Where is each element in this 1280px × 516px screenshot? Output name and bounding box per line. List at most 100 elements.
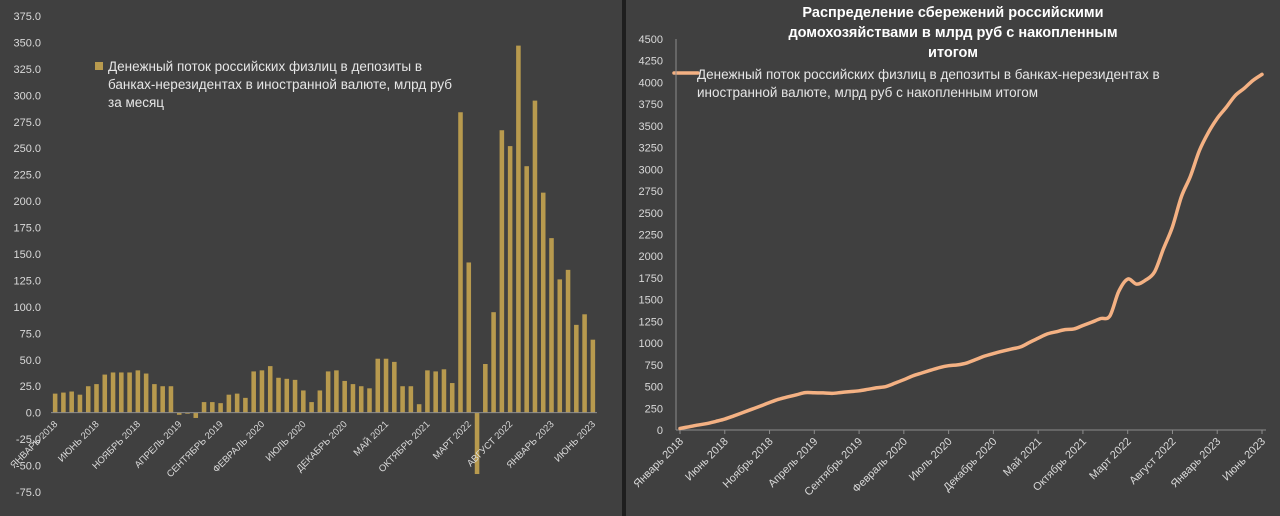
bar	[110, 372, 116, 413]
bar	[301, 390, 306, 413]
y-tick-label: 2250	[639, 230, 663, 242]
y-tick-label: 150.0	[13, 249, 41, 261]
bar-legend-text: Денежный поток российских физлиц в депоз…	[108, 59, 452, 110]
bar	[483, 364, 488, 413]
bar	[383, 358, 389, 413]
y-tick-label: 1750	[639, 273, 663, 285]
x-tick-label: ИЮНЬ 2018	[56, 419, 101, 464]
y-tick-label: 325.0	[13, 64, 41, 76]
bar	[210, 402, 215, 413]
bar	[309, 402, 314, 413]
bar	[160, 386, 165, 413]
bar	[350, 384, 356, 413]
x-tick-label: ИЮНЬ 2023	[553, 419, 598, 464]
y-tick-label: 4500	[639, 34, 663, 46]
y-tick-label: 0	[657, 425, 663, 437]
y-tick-label: 2000	[639, 251, 663, 263]
bar	[102, 374, 108, 413]
bar	[516, 45, 521, 413]
y-tick-label: 100.0	[13, 302, 41, 314]
bar	[85, 386, 91, 413]
y-tick-label: 250.0	[13, 143, 41, 155]
bar	[342, 380, 347, 413]
x-tick-label: МАЙ 2021	[351, 418, 391, 458]
bar	[185, 412, 190, 414]
x-tick-label: Июнь 2023	[1220, 436, 1268, 484]
bar	[557, 279, 563, 413]
bar	[69, 391, 74, 413]
x-tick-label: Январь 2018	[632, 436, 687, 491]
bar	[259, 370, 265, 413]
bar	[565, 269, 571, 413]
bar	[168, 386, 174, 413]
bar	[491, 312, 496, 413]
y-tick-label: 3500	[639, 121, 663, 133]
y-tick-label: 2500	[639, 208, 663, 220]
bar	[143, 373, 149, 413]
y-tick-label: 125.0	[13, 275, 41, 287]
bar-chart: -75.0 -50.0 -25.0 0.0 25.0 50.0 75.0 100.0 125.0…	[8, 11, 598, 499]
bar	[334, 370, 339, 413]
bar-legend-swatch	[95, 62, 103, 70]
y-tick-label: 1000	[639, 338, 663, 350]
bar	[458, 112, 463, 413]
bar	[532, 100, 538, 413]
bar	[119, 372, 124, 413]
bar	[135, 370, 141, 413]
bar	[507, 146, 513, 413]
right-chart-panel: Распределение сбережений российскими дом…	[626, 0, 1280, 516]
series-line	[678, 72, 1264, 431]
y-tick-label: -25.0	[16, 434, 41, 446]
bar	[433, 371, 438, 413]
y-tick-label: 225.0	[13, 170, 41, 182]
y-tick-label: 175.0	[13, 223, 41, 235]
bar	[317, 390, 323, 413]
bar	[201, 402, 207, 413]
x-tick-label: Май 2021	[1001, 436, 1044, 479]
y-tick-label: 75.0	[20, 328, 41, 340]
bar	[425, 370, 430, 413]
bar	[392, 361, 397, 413]
y-tick-label: -50.0	[16, 461, 41, 473]
bar	[590, 339, 596, 413]
y-tick-label: 4000	[639, 77, 663, 89]
bar	[449, 383, 455, 413]
bar	[292, 379, 298, 413]
bar	[251, 371, 256, 413]
bar	[367, 388, 372, 413]
bar	[549, 238, 554, 413]
bar	[284, 378, 290, 413]
y-tick-label: 350.0	[13, 37, 41, 49]
bar	[52, 393, 58, 413]
bar	[243, 397, 248, 413]
bar	[375, 358, 381, 413]
bar	[466, 262, 472, 413]
bar	[400, 386, 405, 413]
bar	[176, 412, 182, 415]
bar	[499, 130, 505, 413]
y-tick-label: 200.0	[13, 196, 41, 208]
bar	[416, 404, 422, 413]
left-chart-panel: -75.0 -50.0 -25.0 0.0 25.0 50.0 75.0 100.0 125.0…	[0, 0, 622, 516]
bar	[218, 403, 223, 413]
bar	[441, 369, 447, 413]
y-tick-label: 1250	[639, 316, 663, 328]
y-tick-label: 1500	[639, 295, 663, 307]
x-tick-label: Март 2022	[1087, 436, 1134, 483]
bar	[193, 412, 199, 418]
bar	[408, 386, 414, 413]
x-tick-label: Июль 2020	[907, 436, 955, 484]
x-tick-label: ИЮЛЬ 2020	[264, 419, 309, 464]
bar	[325, 371, 331, 413]
y-tick-label: 250	[645, 403, 663, 415]
y-tick-label: 25.0	[20, 381, 41, 393]
y-tick-label: 3750	[639, 99, 663, 111]
y-tick-label: 3250	[639, 143, 663, 155]
x-tick-label: МАРТ 2022	[431, 419, 474, 462]
bar	[474, 412, 480, 475]
bar	[276, 377, 281, 413]
bar	[61, 392, 66, 413]
bar	[267, 366, 273, 413]
y-tick-label: 0.0	[26, 408, 41, 420]
bar	[574, 324, 579, 413]
